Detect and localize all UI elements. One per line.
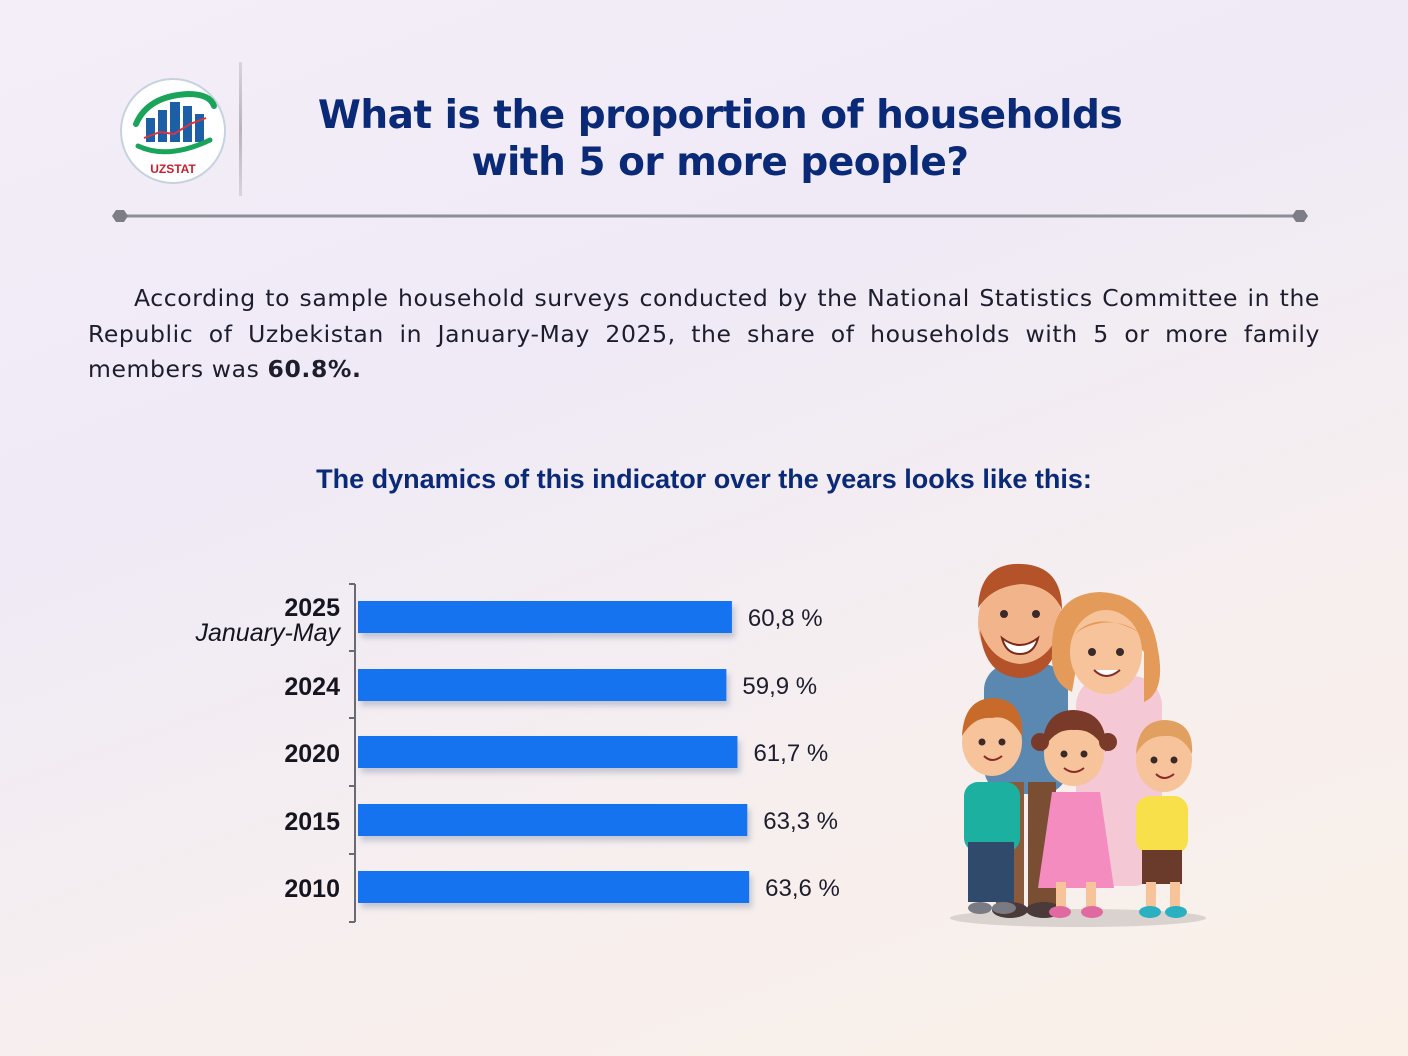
- category-sublabel-2025: January-May: [195, 619, 342, 647]
- bar-2015: [358, 804, 748, 836]
- intro-text: According to sample household surveys co…: [88, 284, 1320, 383]
- value-label-2025: 60,8 %: [748, 605, 823, 632]
- title-divider: [112, 210, 1308, 222]
- page-title-line-2: with 5 or more people?: [471, 140, 969, 185]
- logo-divider: [239, 62, 242, 196]
- category-label-2010: 2010: [284, 875, 340, 903]
- category-label-2015: 2015: [284, 808, 340, 836]
- chart-subheading: The dynamics of this indicator over the …: [316, 464, 1092, 494]
- bar-2025: [358, 601, 732, 633]
- intro-highlight: 60.8%.: [267, 355, 362, 383]
- value-label-2010: 63,6 %: [765, 875, 840, 902]
- value-label-2020: 61,7 %: [753, 740, 828, 767]
- category-label-2025: 2025: [284, 594, 340, 622]
- family-illustration-icon: [950, 563, 1206, 927]
- category-label-2024: 2024: [284, 673, 340, 701]
- category-label-2020: 2020: [284, 740, 340, 768]
- uzstat-logo-icon: UZSTAT: [120, 78, 226, 184]
- bar-2024: [358, 669, 727, 701]
- page-title: What is the proportion of households wit…: [260, 92, 1180, 186]
- bar-2020: [358, 736, 738, 768]
- bar-2010: [358, 871, 750, 903]
- logo-text: UZSTAT: [150, 162, 196, 176]
- page-title-line-1: What is the proportion of households: [317, 93, 1123, 138]
- value-label-2015: 63,3 %: [763, 808, 838, 835]
- value-label-2024: 59,9 %: [742, 673, 817, 700]
- intro-paragraph: According to sample household surveys co…: [88, 281, 1320, 388]
